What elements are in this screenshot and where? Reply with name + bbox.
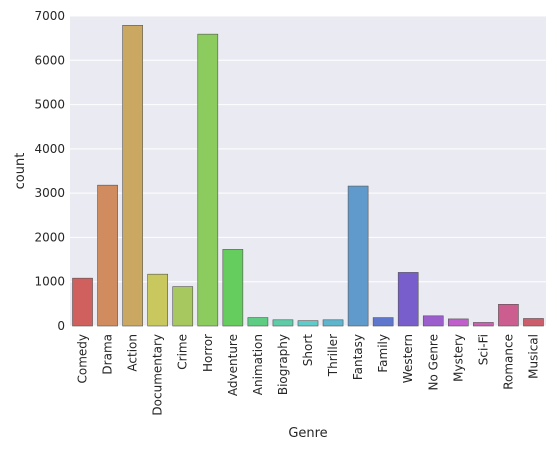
bar-sci-fi <box>473 322 494 327</box>
bar-musical <box>523 318 544 327</box>
x-tick-label: Animation <box>251 334 265 395</box>
x-tick-label: Comedy <box>76 334 90 384</box>
x-tick-label: Romance <box>501 334 515 390</box>
bar-drama <box>97 184 118 327</box>
bar-no-genre <box>422 315 444 327</box>
bar-animation <box>247 317 269 327</box>
y-tick-label: 7000 <box>34 9 65 23</box>
y-tick-label: 0 <box>57 319 65 333</box>
x-tick-label: Documentary <box>151 334 165 416</box>
bar-family <box>372 317 394 327</box>
x-tick-label: Crime <box>176 334 190 370</box>
y-tick-label: 5000 <box>34 98 65 112</box>
x-tick-label: Short <box>301 334 315 366</box>
x-axis-label: Genre <box>288 426 327 441</box>
x-tick-label: Sci-Fi <box>476 334 490 365</box>
bars <box>72 24 544 327</box>
bar-horror <box>197 33 219 327</box>
bar-thriller <box>322 319 344 327</box>
x-tick-label: Musical <box>526 334 540 379</box>
bar-crime <box>172 286 194 327</box>
x-tick-label: Drama <box>101 334 115 375</box>
x-tick-label: Adventure <box>226 334 240 396</box>
x-tick-label: Western <box>401 334 415 383</box>
y-tick-label: 6000 <box>34 53 65 67</box>
x-tick-label: Fantasy <box>351 334 365 380</box>
bar-biography <box>272 319 294 327</box>
bar-western <box>397 272 419 327</box>
bar-romance <box>498 303 519 327</box>
bar-fantasy <box>347 185 369 327</box>
x-tick-label: Horror <box>201 334 215 372</box>
y-tick-label: 2000 <box>34 230 65 244</box>
x-tick-label: Action <box>126 334 140 372</box>
x-tick-labels: Comedy Drama Action Documentary Crime Horror A… <box>76 334 541 416</box>
x-tick-label: No Genre <box>426 334 440 390</box>
bar-comedy <box>72 277 93 327</box>
y-tick-label: 4000 <box>34 142 65 156</box>
x-tick-label: Family <box>376 334 390 373</box>
bar-action <box>122 24 143 327</box>
bar-short <box>297 320 319 327</box>
x-tick-label: Thriller <box>326 334 340 377</box>
x-tick-label: Mystery <box>451 334 465 382</box>
bar-adventure <box>222 249 244 327</box>
bar-mystery <box>447 318 469 327</box>
y-tick-label: 3000 <box>34 186 65 200</box>
x-tick-label: Biography <box>276 334 290 395</box>
y-tick-label: 1000 <box>34 275 65 289</box>
bar-documentary <box>147 273 169 327</box>
y-axis-label: count <box>13 153 28 190</box>
y-tick-labels: 0 1000 2000 3000 4000 5000 6000 7000 <box>34 9 65 333</box>
